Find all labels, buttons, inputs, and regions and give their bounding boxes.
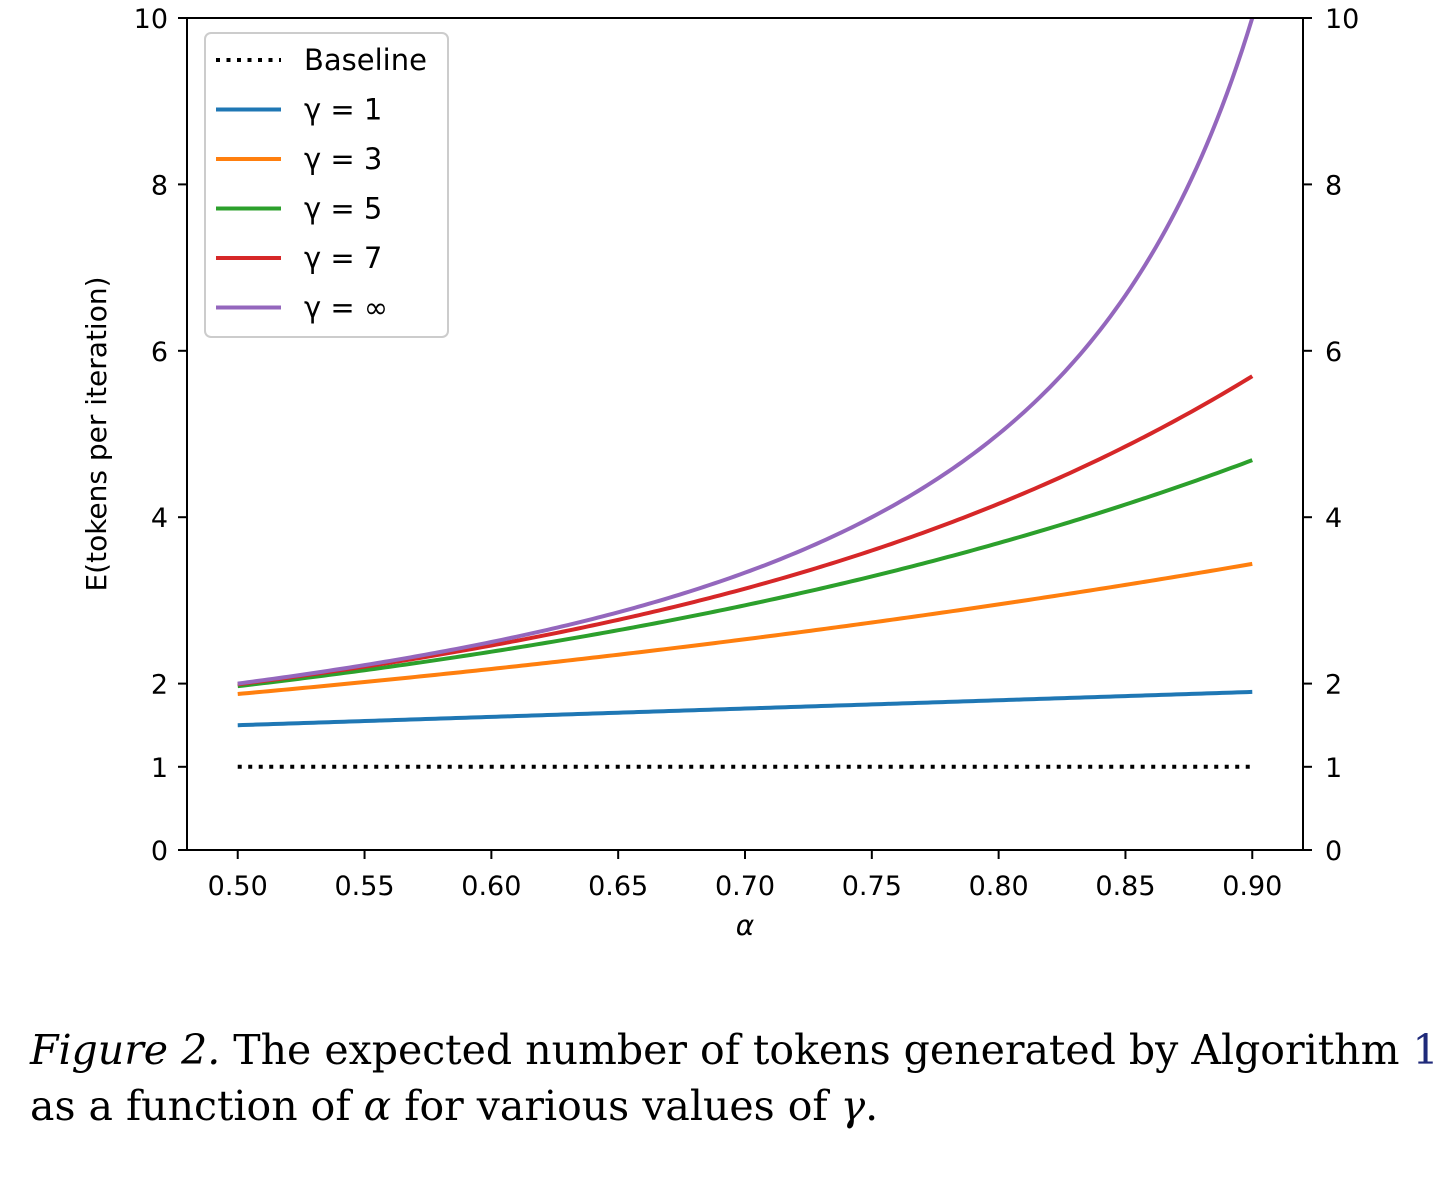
x-tick-label: 0.90: [1222, 871, 1282, 902]
y-tick-label-right: 0: [1325, 836, 1342, 867]
legend-label: γ = 7: [304, 241, 382, 275]
series-line-4: [237, 374, 1254, 687]
legend-label: γ = 5: [304, 192, 382, 226]
x-tick-label: 0.65: [588, 871, 648, 902]
legend-entries: Baseline γ = 1 γ = 3 γ = 5 γ = 7 γ = ∞: [216, 43, 427, 325]
y-axis-label: E(tokens per iteration): [80, 276, 113, 591]
y-tick-label-left: 10: [134, 4, 168, 35]
y-tick-label-left: 0: [151, 836, 168, 867]
x-tick-label: 0.70: [715, 871, 775, 902]
caption-text-2: as a function of: [30, 1082, 364, 1130]
x-tick-label: 0.80: [969, 871, 1029, 902]
y-tick-label-left: 1: [151, 753, 168, 784]
gamma-symbol: γ: [840, 1082, 866, 1130]
legend: Baseline γ = 1 γ = 3 γ = 5 γ = 7 γ = ∞: [204, 32, 449, 338]
series-line-1: [237, 689, 1253, 728]
figure-label: Figure 2.: [30, 1026, 221, 1074]
y-tick-label-right: 2: [1325, 670, 1342, 701]
y-tick-label-right: 4: [1325, 503, 1342, 534]
series-layer: [237, 17, 1255, 769]
legend-label: γ = ∞: [304, 291, 388, 325]
x-tick-label: 0.85: [1095, 871, 1155, 902]
x-tick-label: 0.55: [334, 871, 394, 902]
caption-text-1: The expected number of tokens generated …: [220, 1026, 1413, 1074]
y-tick-label-right: 8: [1325, 170, 1342, 201]
series-line-3: [237, 458, 1253, 689]
legend-label: γ = 3: [304, 142, 382, 176]
alpha-symbol: α: [363, 1082, 392, 1130]
line-chart: 0.50 0.55 0.60 0.65 0.70 0.75 0.80 0.85 0.90 0 0 1 1…: [80, 4, 1360, 942]
legend-label: Baseline: [304, 43, 427, 77]
y-tick-label-right: 10: [1325, 4, 1359, 35]
ticks-layer: 0.50 0.55 0.60 0.65 0.70 0.75 0.80 0.85 0.90 0 0 1 1…: [134, 4, 1360, 902]
y-tick-label-left: 6: [151, 337, 168, 368]
y-tick-label-right: 6: [1325, 337, 1342, 368]
y-tick-label-left: 2: [151, 670, 168, 701]
y-tick-label-left: 8: [151, 170, 168, 201]
legend-label: γ = 1: [304, 93, 382, 127]
x-tick-label: 0.60: [461, 871, 521, 902]
x-axis-label: α: [736, 909, 755, 942]
series-line-2: [237, 561, 1253, 696]
series-line-5: [237, 17, 1255, 686]
caption-text-4: .: [865, 1082, 879, 1130]
algorithm-reference-link[interactable]: 1: [1412, 1026, 1439, 1074]
figure-caption: Figure 2. The expected number of tokens …: [30, 1022, 1440, 1134]
y-tick-label-right: 1: [1325, 753, 1342, 784]
x-tick-label: 0.75: [842, 871, 902, 902]
y-tick-label-left: 4: [151, 503, 168, 534]
x-tick-label: 0.50: [208, 871, 268, 902]
caption-text-3: for various values of: [391, 1082, 841, 1130]
